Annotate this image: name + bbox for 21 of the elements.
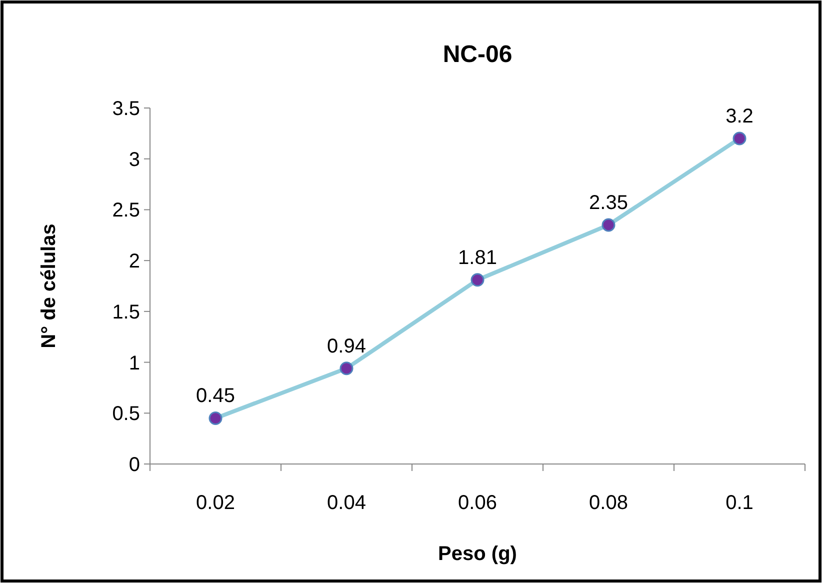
x-tick-label: 0.1 — [726, 492, 754, 514]
data-label: 1.81 — [458, 246, 497, 269]
x-tick-label: 0.06 — [458, 492, 497, 514]
x-tick-label: 0.08 — [589, 492, 628, 514]
y-tick-label: 0.5 — [112, 403, 140, 426]
x-axis-title: Peso (g) — [438, 543, 517, 565]
y-tick-label: 2 — [128, 250, 140, 273]
data-label: 0.94 — [327, 335, 366, 358]
data-label: 3.2 — [726, 106, 754, 128]
x-tick-label: 0.04 — [327, 492, 366, 514]
y-axis-title: N° de células — [38, 224, 60, 348]
y-tick-label: 0 — [128, 454, 140, 476]
x-tick-label: 0.02 — [196, 492, 235, 514]
chart-title: NC-06 — [442, 41, 512, 68]
y-tick-label: 1.5 — [112, 301, 140, 324]
y-tick-label: 3.5 — [112, 98, 140, 120]
y-tick-label: 1 — [128, 352, 140, 374]
y-tick-label: 3 — [128, 148, 140, 171]
data-label: 0.45 — [196, 385, 235, 408]
y-tick-label: 2.5 — [112, 200, 140, 222]
data-label: 2.35 — [589, 192, 628, 214]
